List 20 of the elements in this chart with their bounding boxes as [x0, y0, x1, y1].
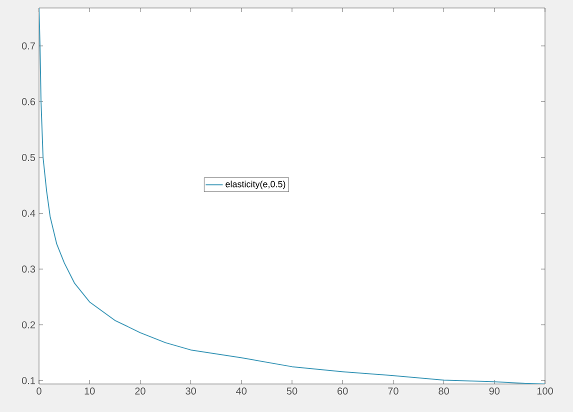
y-tick-label: 0.1: [22, 377, 35, 384]
y-tick-label: 0.4: [22, 210, 36, 217]
x-tick-label: 60: [338, 388, 348, 395]
y-tick-label: 0.6: [22, 98, 36, 106]
x-tick-label: 100: [537, 388, 553, 395]
x-tick-label: 20: [135, 388, 146, 395]
line-series: [39, 8, 545, 384]
y-tick-label: 0.3: [22, 266, 36, 273]
x-tick-label: 10: [84, 388, 95, 395]
x-tick-label: 40: [236, 388, 247, 395]
legend-label: elasticity(e,0.5): [226, 180, 286, 190]
x-tick-label: 50: [286, 388, 298, 395]
y-tick-label: 0.2: [22, 321, 35, 328]
x-tick-label: 70: [388, 388, 398, 395]
x-tick-label: 80: [438, 388, 449, 395]
y-tick-label: 0.7: [22, 42, 35, 50]
y-tick-label: 0.5: [22, 154, 36, 162]
x-tick-label: 0: [36, 388, 42, 395]
x-tick-label: 30: [186, 388, 196, 395]
x-tick-label: 90: [489, 388, 500, 395]
